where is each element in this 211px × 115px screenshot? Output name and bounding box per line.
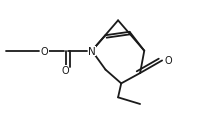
Text: O: O [41, 46, 49, 56]
Text: N: N [88, 46, 96, 56]
Text: O: O [165, 56, 172, 66]
Text: O: O [62, 65, 69, 75]
